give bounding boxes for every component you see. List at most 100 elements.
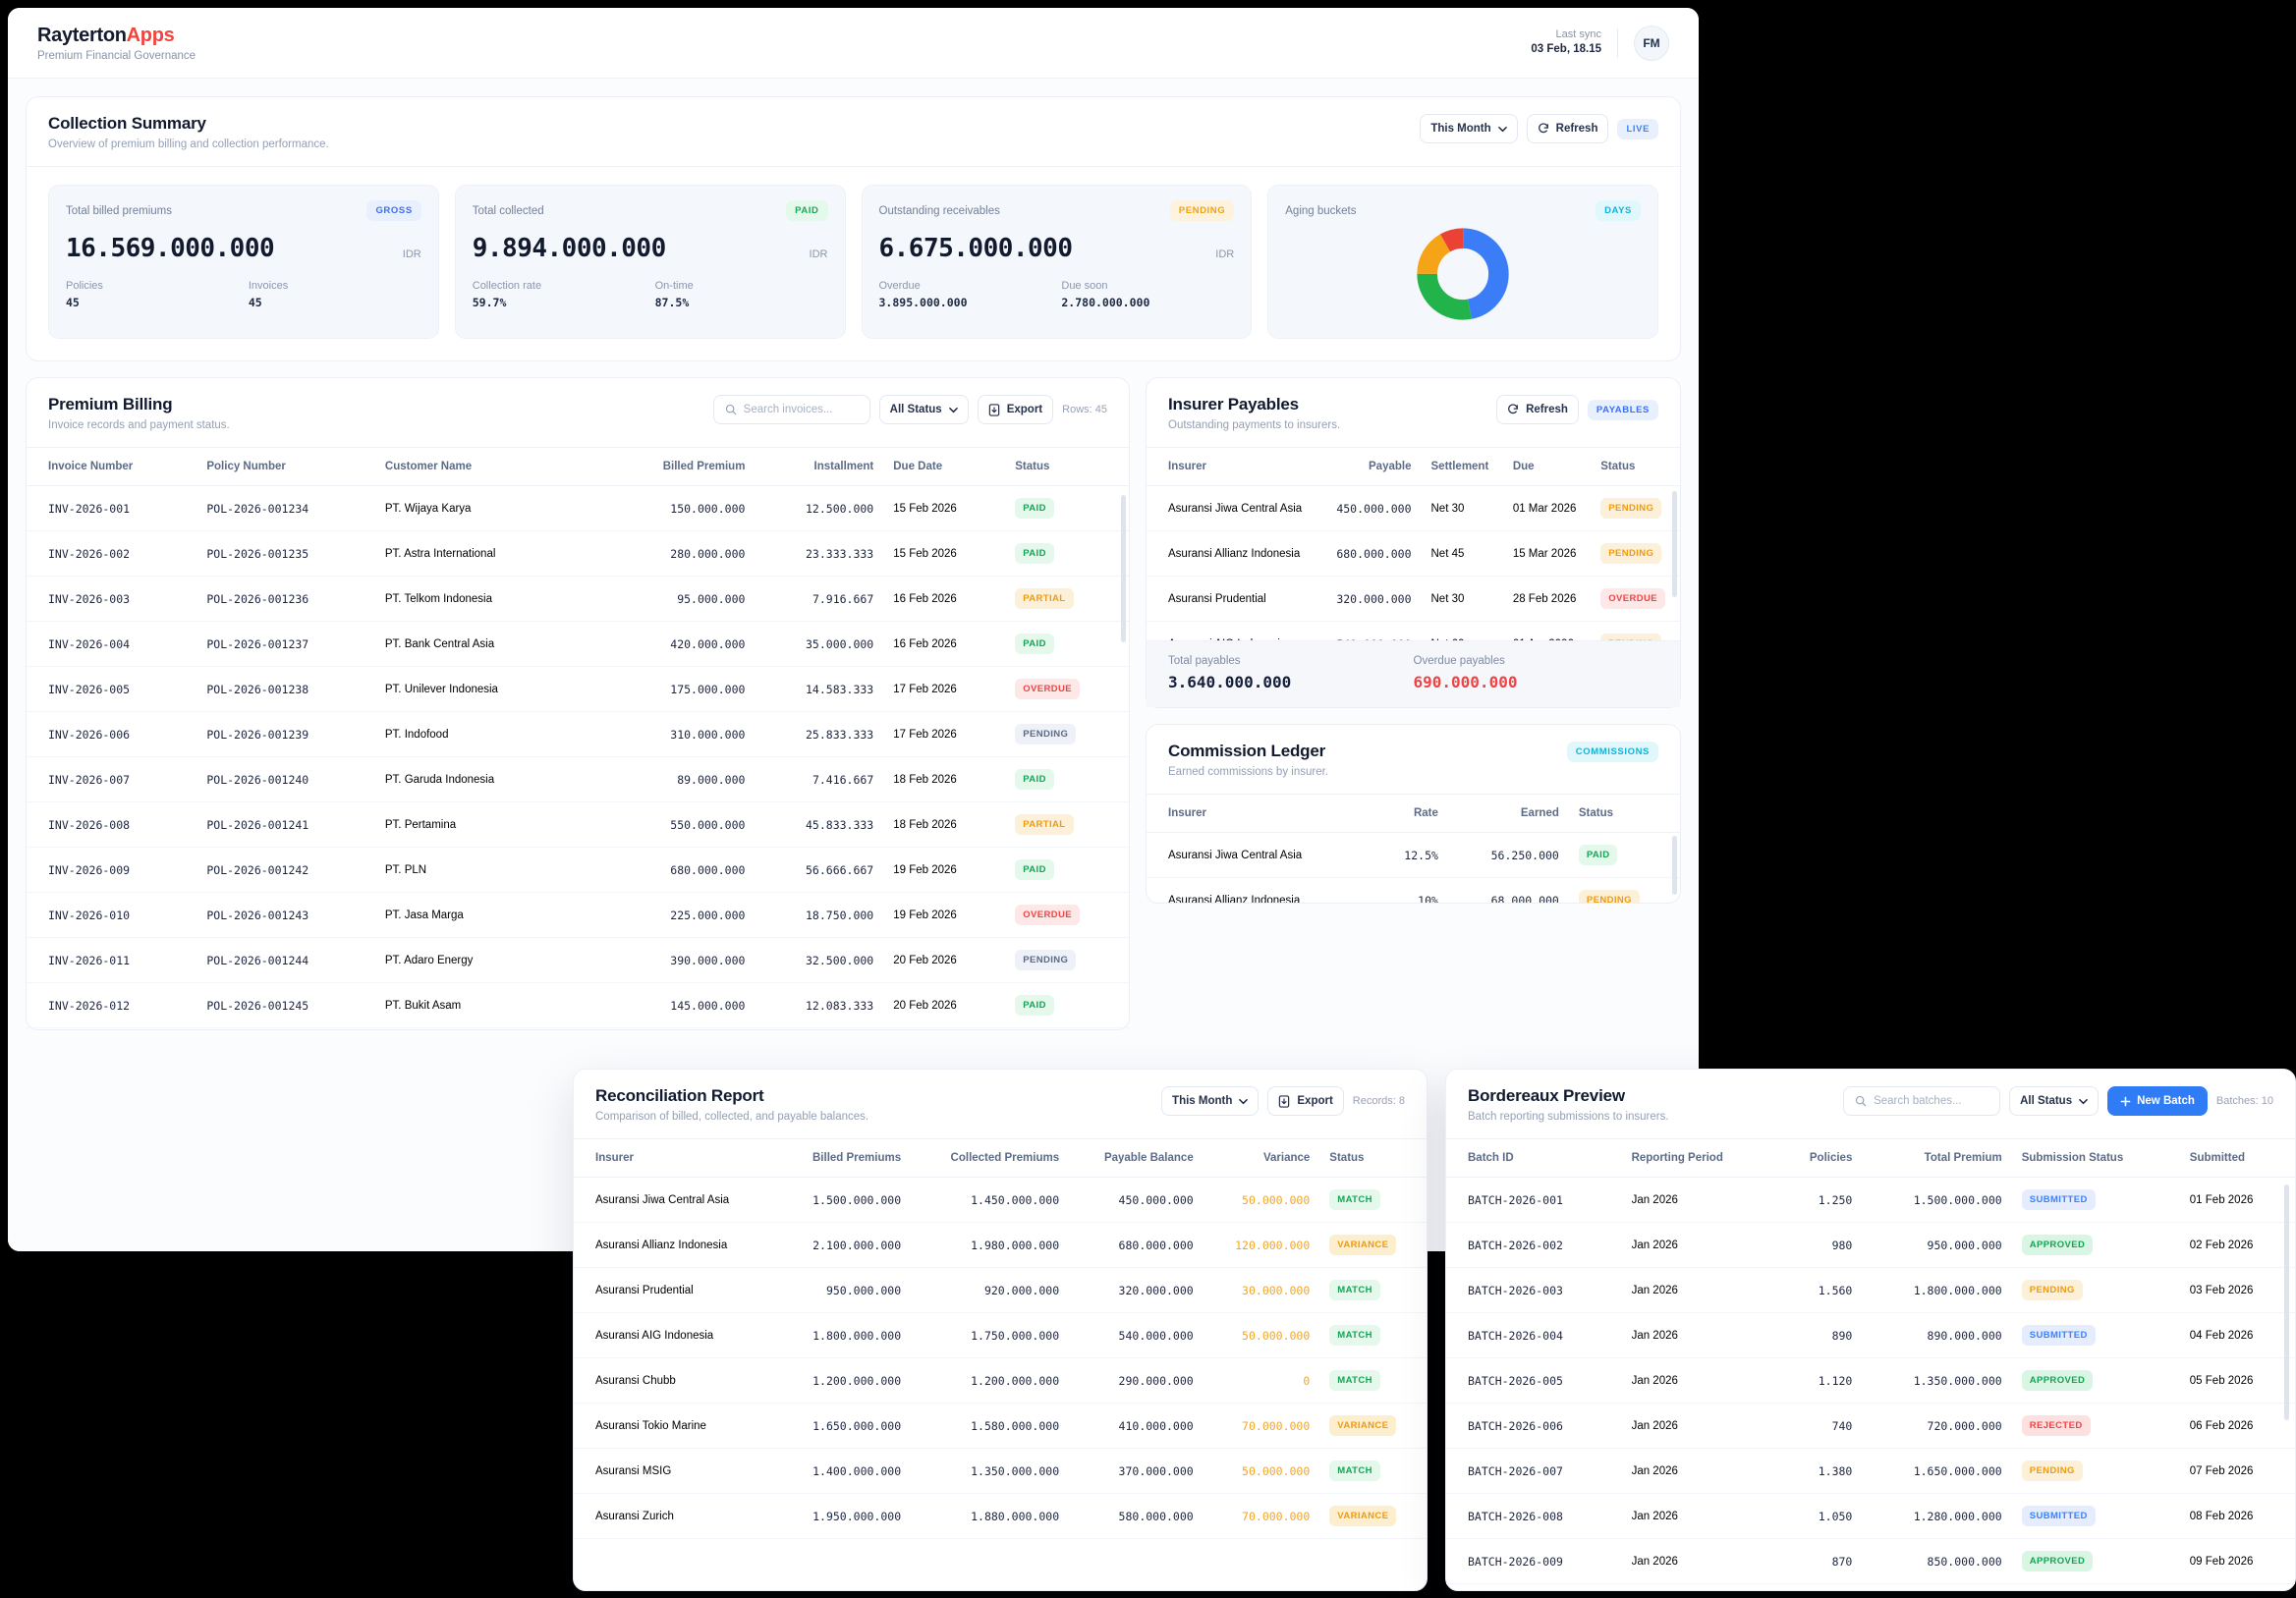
table-cell: 1.250 — [1775, 1177, 1863, 1223]
table-row[interactable]: INV-2026-004 POL-2026-001237 PT. Bank Cent… — [27, 621, 1129, 667]
table-cell: 50.000.000 — [1203, 1448, 1320, 1494]
brand[interactable]: RaytertonApps Premium Financial Governan… — [37, 25, 196, 62]
table-cell: 150.000.000 — [605, 485, 756, 531]
table-cell: 20 Feb 2026 — [883, 982, 1006, 1028]
table-row[interactable]: INV-2026-003 POL-2026-001236 PT. Telkom In… — [27, 576, 1129, 622]
search-invoices-input[interactable]: Search invoices... — [712, 395, 870, 424]
kpi-sub-label: Policies — [66, 280, 103, 292]
billing-scrollbar[interactable] — [1121, 495, 1126, 642]
status-badge-label: PARTIAL — [1015, 814, 1074, 835]
new-batch-button[interactable]: New Batch — [2107, 1086, 2208, 1116]
table-row[interactable]: INV-2026-006 POL-2026-001239 PT. Indofood 3… — [27, 711, 1129, 757]
status-badge: PENDING — [2011, 1448, 2180, 1494]
status-badge-label: PENDING — [2021, 1460, 2083, 1481]
table-cell: INV-2026-009 — [27, 847, 197, 893]
table-cell: INV-2026-006 — [27, 711, 197, 757]
table-row[interactable]: Asuransi Allianz Indonesia 680.000.000 Net… — [1147, 530, 1680, 577]
export-reconciliation-button[interactable]: Export — [1267, 1086, 1344, 1116]
payables-table-scroll[interactable]: Insurer Payable Settlement Due Status Asuran… — [1147, 448, 1680, 640]
table-row[interactable]: INV-2026-002 POL-2026-001235 PT. Astra Int… — [27, 530, 1129, 577]
insurer-payables-card: Insurer Payables Outstanding payments to… — [1146, 377, 1681, 708]
chevron-down-icon — [1497, 125, 1507, 134]
table-row[interactable]: INV-2026-012 POL-2026-001245 PT. Bukit Asa… — [27, 982, 1129, 1028]
reconciliation-period-select[interactable]: This Month — [1161, 1086, 1260, 1116]
table-row[interactable]: BATCH-2026-007 Jan 2026 1.380 1.650.000.000… — [1446, 1448, 2295, 1494]
table-row[interactable]: INV-2026-005 POL-2026-001238 PT. Unilever … — [27, 666, 1129, 712]
table-row[interactable]: BATCH-2026-008 Jan 2026 1.050 1.280.000.000… — [1446, 1493, 2295, 1539]
table-row[interactable]: BATCH-2026-003 Jan 2026 1.560 1.800.000.000… — [1446, 1267, 2295, 1313]
export-invoices-button[interactable]: Export — [977, 395, 1054, 424]
table-row[interactable]: Asuransi Jiwa Central Asia 1.500.000.000 1… — [574, 1177, 1427, 1223]
status-badge-label: PAID — [1015, 634, 1054, 654]
table-row[interactable]: Asuransi AIG Indonesia 1.800.000.000 1.750… — [574, 1312, 1427, 1358]
period-select[interactable]: This Month — [1420, 114, 1518, 143]
table-row[interactable]: INV-2026-001 POL-2026-001234 PT. Wijaya Ka… — [27, 485, 1129, 531]
table-cell: 30.000.000 — [1203, 1267, 1320, 1313]
table-row[interactable]: Asuransi Jiwa Central Asia 12.5% 56.250.00… — [1147, 832, 1680, 878]
premium-billing-table: Invoice Number Policy Number Customer Name… — [27, 448, 1129, 1029]
bordereaux-status-filter[interactable]: All Status — [2009, 1086, 2100, 1116]
table-row[interactable]: Asuransi MSIG 1.400.000.000 1.350.000.000 3… — [574, 1448, 1427, 1494]
column-header: Status — [1591, 448, 1680, 486]
table-row[interactable]: INV-2026-011 POL-2026-001244 PT. Adaro Ene… — [27, 937, 1129, 983]
table-row[interactable]: Asuransi Chubb 1.200.000.000 1.200.000.000… — [574, 1357, 1427, 1404]
table-row[interactable]: INV-2026-010 POL-2026-001243 PT. Jasa Marg… — [27, 892, 1129, 938]
table-body: Asuransi Jiwa Central Asia 1.500.000.000 1… — [574, 1177, 1427, 1539]
reconciliation-period-value: This Month — [1172, 1095, 1233, 1107]
status-badge-label: VARIANCE — [1329, 1506, 1397, 1526]
table-row[interactable]: BATCH-2026-004 Jan 2026 890 890.000.000 SUBM… — [1446, 1312, 2295, 1358]
bordereaux-table-wrap[interactable]: Batch ID Reporting Period Policies Total Pr… — [1446, 1139, 2295, 1590]
column-header: Customer Name — [374, 448, 606, 486]
commission-table-scroll[interactable]: Insurer Rate Earned Status Asuransi Jiwa Ce… — [1147, 795, 1680, 903]
status-badge: PENDING — [1005, 937, 1129, 983]
refresh-summary-button[interactable]: Refresh — [1526, 114, 1609, 143]
table-row[interactable]: Asuransi Prudential 320.000.000 Net 30 28 F… — [1147, 576, 1680, 622]
avatar[interactable]: FM — [1634, 25, 1669, 61]
table-cell: 0 — [1203, 1357, 1320, 1404]
status-badge-label: SUBMITTED — [2021, 1189, 2096, 1210]
table-row[interactable]: BATCH-2026-001 Jan 2026 1.250 1.500.000.000… — [1446, 1177, 2295, 1223]
table-cell: 89.000.000 — [605, 756, 756, 802]
payables-badge: PAYABLES — [1587, 399, 1658, 420]
insurer-payables-table: Insurer Payable Settlement Due Status Asuran… — [1147, 448, 1680, 640]
refresh-payables-button[interactable]: Refresh — [1496, 395, 1579, 424]
table-row[interactable]: Asuransi Allianz Indonesia 2.100.000.000 1… — [574, 1222, 1427, 1268]
bordereaux-batches-count: Batches: 10 — [2215, 1095, 2273, 1107]
table-row[interactable]: Asuransi Allianz Indonesia 10% 68.000.000 P… — [1147, 877, 1680, 903]
billing-status-filter[interactable]: All Status — [878, 395, 969, 424]
table-cell: 45.833.333 — [755, 801, 884, 848]
table-cell: POL-2026-001235 — [196, 530, 375, 577]
status-badge: PAID — [1568, 832, 1680, 878]
payables-scrollbar[interactable] — [1672, 491, 1677, 597]
status-badge: PAID — [1005, 530, 1129, 577]
commission-scrollbar[interactable] — [1672, 836, 1677, 895]
table-body: BATCH-2026-001 Jan 2026 1.250 1.500.000.000… — [1446, 1177, 2295, 1584]
table-row[interactable]: Asuransi Tokio Marine 1.650.000.000 1.580.… — [574, 1403, 1427, 1449]
table-row[interactable]: INV-2026-008 POL-2026-001241 PT. Pertamina… — [27, 801, 1129, 848]
table-cell: 15 Feb 2026 — [883, 485, 1006, 531]
table-cell: 08 Feb 2026 — [2179, 1493, 2295, 1539]
column-header: Status — [1005, 448, 1129, 486]
table-cell: 950.000.000 — [777, 1267, 912, 1313]
table-row[interactable]: BATCH-2026-005 Jan 2026 1.120 1.350.000.000… — [1446, 1357, 2295, 1404]
period-select-value: This Month — [1430, 123, 1491, 135]
table-row[interactable]: INV-2026-013POL-2026-001246PT. Media Nus… — [27, 1027, 1129, 1029]
table-row[interactable]: BATCH-2026-006 Jan 2026 740 720.000.000 REJE… — [1446, 1403, 2295, 1449]
table-body: Asuransi Jiwa Central Asia 12.5% 56.250.00… — [1147, 832, 1680, 903]
table-row[interactable]: INV-2026-007 POL-2026-001240 PT. Garuda In… — [27, 756, 1129, 802]
last-sync-label: Last sync — [1555, 28, 1601, 41]
status-badge-label: VARIANCE — [1329, 1235, 1397, 1255]
table-row[interactable]: Asuransi Jiwa Central Asia 450.000.000 Net… — [1147, 485, 1680, 531]
status-badge: PARTIAL — [1005, 801, 1129, 848]
bordereaux-scrollbar[interactable] — [2284, 1185, 2289, 1420]
table-row[interactable]: BATCH-2026-009 Jan 2026 870 850.000.000 APPR… — [1446, 1538, 2295, 1584]
table-row[interactable]: BATCH-2026-002 Jan 2026 980 950.000.000 APPR… — [1446, 1222, 2295, 1268]
search-batches-input[interactable]: Search batches... — [1843, 1086, 2001, 1116]
table-row[interactable]: INV-2026-009 POL-2026-001242 PT. PLN 680.00… — [27, 847, 1129, 893]
bordereaux-preview-card: Bordereaux Preview Batch reporting submi… — [1445, 1069, 2296, 1591]
table-row[interactable]: Asuransi Prudential 950.000.000 920.000.00… — [574, 1267, 1427, 1313]
table-cell: 920.000.000 — [911, 1267, 1070, 1313]
table-row[interactable]: Asuransi Zurich 1.950.000.000 1.880.000.00… — [574, 1493, 1427, 1539]
premium-billing-table-scroll[interactable]: Invoice Number Policy Number Customer Name… — [27, 448, 1129, 1029]
